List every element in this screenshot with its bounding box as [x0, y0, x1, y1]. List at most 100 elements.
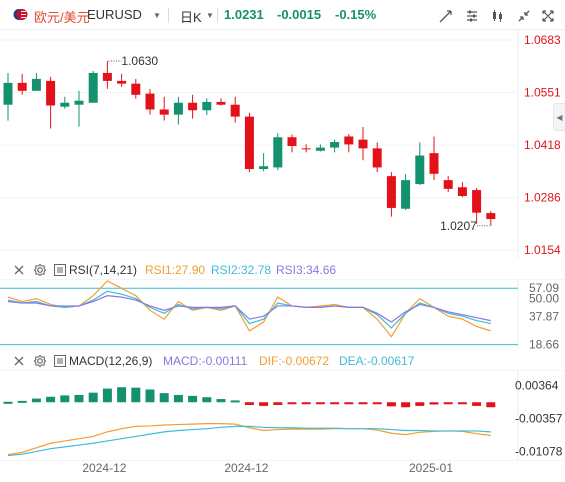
candlestick-chart[interactable]: 1.0683 1.0551 1.0418 1.0286 1.0154 1.0630 1.02… [0, 30, 565, 258]
chart-header: 欧元/美元 EURUSD ▼ 日K ▼ 1.0231 -0.0015 -0.15… [0, 0, 565, 30]
macd-histogram-bar [486, 402, 496, 408]
price-tick-label: 1.0286 [524, 191, 561, 205]
dif-legend: DIF:-0.00672 [259, 354, 330, 368]
candle-body [401, 180, 411, 209]
macd-histogram-bar [429, 402, 439, 405]
macd-histogram-bar [457, 402, 467, 405]
macd-histogram-bar [31, 398, 41, 403]
macd-histogram-bar [415, 402, 425, 406]
dif-line [7, 423, 491, 456]
macd-menu-icon[interactable] [53, 354, 67, 368]
collapse-icon [518, 10, 530, 22]
rsi2-legend: RSI2:32.78 [211, 263, 272, 277]
sliders-icon [467, 10, 477, 22]
candle-body [315, 147, 325, 151]
rsi-settings-gear-icon[interactable] [33, 263, 47, 277]
candle-body [230, 104, 240, 117]
macd-histogram-bar [46, 396, 56, 403]
price-tick-label: 1.0683 [524, 33, 561, 47]
x-axis: 2024-12 2024-12 2025-01 [0, 460, 565, 475]
macd-histogram-bar [358, 402, 368, 405]
rsi-line-rsi2 [7, 290, 491, 329]
candle-body [386, 176, 396, 208]
price-change-percent: -0.15% [335, 7, 377, 22]
side-panel-toggle[interactable]: ◀ [553, 103, 565, 131]
divider [217, 8, 218, 23]
macd-histogram-bar [188, 395, 198, 403]
candle-body [60, 102, 70, 107]
candle-body [372, 148, 382, 168]
fullscreen-button[interactable] [538, 6, 558, 26]
macd-histogram-bar [88, 392, 98, 403]
candle-body [46, 80, 56, 106]
price-change: -0.0015 [277, 7, 322, 22]
macd-histogram-bar [159, 393, 169, 403]
macd-tick-label: -0.00357 [515, 412, 563, 426]
macd-histogram-bar [244, 402, 254, 405]
rsi3-legend: RSI3:34.66 [276, 263, 337, 277]
candle-body [330, 142, 340, 148]
current-price: 1.0231 [224, 7, 264, 22]
macd-histogram-bar [315, 402, 325, 405]
macd-histogram-bar [401, 402, 411, 408]
macd-tick-label: 0.00364 [515, 379, 559, 393]
macd-histogram-bar [230, 400, 240, 403]
macd-histogram-bar [301, 402, 311, 405]
candle-body [173, 102, 183, 115]
candle-body [88, 72, 98, 103]
dea-line [7, 425, 491, 457]
macd-chart[interactable]: 0.00364 -0.00357 -0.01078 [0, 370, 565, 460]
candle-body [202, 101, 212, 111]
macd-tick-label: -0.01078 [515, 444, 563, 458]
crosshair-tool-button[interactable] [436, 6, 456, 26]
macd-legend: MACD:-0.00111 [163, 354, 248, 368]
rsi-tick-label: 57.09 [529, 281, 559, 295]
price-tick-label: 1.0418 [524, 138, 561, 152]
candle-body [344, 136, 354, 145]
dea-legend: DEA:-0.00617 [339, 354, 415, 368]
candle-body [244, 116, 254, 170]
macd-label: MACD(12,26,9) [69, 354, 153, 368]
candle-body [216, 101, 226, 105]
hide-rsi-icon[interactable] [12, 263, 26, 277]
rsi-menu-icon[interactable] [53, 263, 67, 277]
crosshair-icon [439, 10, 452, 23]
candle-body [117, 80, 127, 84]
candle-body [429, 153, 439, 174]
macd-settings-gear-icon[interactable] [33, 354, 47, 368]
macd-histogram-bar [273, 402, 283, 405]
candle-body [301, 148, 311, 150]
candle-body [188, 102, 198, 111]
x-tick-label: 2024-12 [224, 461, 268, 475]
hide-macd-icon[interactable] [12, 354, 26, 368]
candle-body [472, 190, 482, 213]
candle-body [443, 180, 453, 189]
chart-type-button[interactable] [488, 6, 508, 26]
divider [168, 8, 169, 23]
high-annotation: 1.0630 [121, 54, 158, 68]
rsi-tick-label: 18.66 [529, 338, 559, 349]
low-annotation: 1.0207 [440, 219, 477, 233]
macd-histogram-bar [3, 401, 13, 404]
candle-body [145, 93, 155, 110]
shrink-button[interactable] [514, 6, 534, 26]
macd-histogram-bar [202, 397, 212, 403]
eu-us-flag-icon [13, 9, 28, 20]
rsi-label: RSI(7,14,21) [69, 263, 138, 277]
rsi-line-rsi3 [7, 295, 491, 323]
expand-icon [542, 10, 554, 22]
period-selector[interactable]: 日K [180, 10, 202, 25]
macd-histogram-bar [145, 389, 155, 403]
candle-body [486, 213, 496, 220]
x-tick-label: 2024-12 [82, 461, 126, 475]
candle-body [74, 100, 84, 105]
macd-histogram-bar [259, 402, 269, 406]
pair-code[interactable]: EURUSD [87, 7, 142, 22]
macd-histogram-bar [372, 402, 382, 405]
period-chevron-down-icon[interactable]: ▼ [206, 11, 214, 20]
pair-name-cn[interactable]: 欧元/美元 [34, 10, 90, 25]
indicator-tool-button[interactable] [462, 6, 482, 26]
x-tick-label: 2025-01 [409, 461, 453, 475]
chevron-down-icon[interactable]: ▼ [153, 11, 161, 20]
